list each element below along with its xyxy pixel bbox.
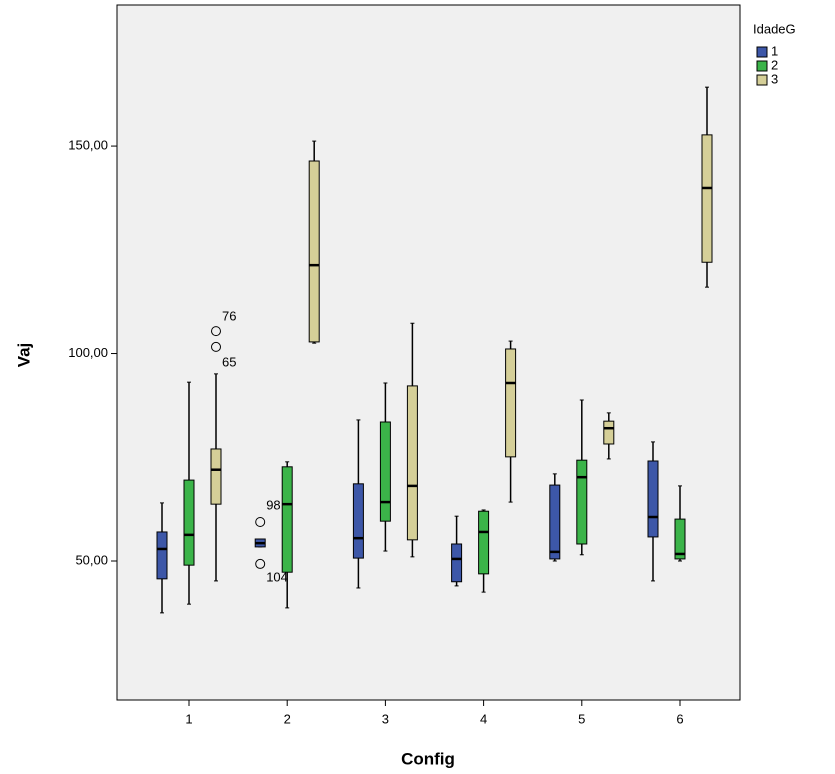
- box: [281, 466, 293, 573]
- box: [406, 385, 418, 541]
- y-tick-label: 150,00: [68, 138, 108, 153]
- box: [603, 420, 615, 445]
- y-tick-label: 50,00: [75, 552, 108, 567]
- x-tick-label: 2: [284, 711, 291, 726]
- box: [156, 531, 168, 580]
- box: [576, 459, 588, 545]
- box: [379, 421, 391, 522]
- plot-area: [116, 4, 741, 701]
- legend-label: 2: [771, 57, 778, 72]
- legend-swatch: [756, 60, 768, 72]
- legend-label: 3: [771, 71, 778, 86]
- legend-label: 1: [771, 43, 778, 58]
- box: [451, 543, 463, 583]
- box: [647, 460, 659, 538]
- y-axis-title: Vaj: [14, 343, 33, 368]
- outlier: [255, 558, 266, 569]
- box: [352, 483, 364, 559]
- box: [549, 484, 561, 560]
- box: [478, 510, 490, 575]
- outlier: [211, 326, 221, 337]
- outlier: [211, 341, 221, 352]
- outlier-label: 65: [222, 354, 236, 369]
- x-tick-label: 4: [480, 711, 487, 726]
- x-axis-title: Config: [401, 749, 455, 768]
- legend-swatch: [756, 46, 768, 58]
- box: [701, 134, 713, 263]
- legend-swatch: [756, 74, 768, 86]
- outlier: [255, 516, 266, 527]
- y-tick-label: 100,00: [68, 345, 108, 360]
- outlier-label: 76: [222, 309, 236, 324]
- box: [183, 479, 195, 566]
- x-tick-label: 1: [185, 711, 192, 726]
- box: [308, 160, 320, 343]
- x-tick-label: 3: [382, 711, 389, 726]
- box: [505, 348, 517, 458]
- outlier-label: 98: [266, 497, 280, 512]
- box: [210, 448, 222, 505]
- box: [674, 518, 686, 560]
- outlier-label: 104: [266, 569, 288, 584]
- legend-title: IdadeG: [753, 21, 796, 36]
- x-tick-label: 6: [676, 711, 683, 726]
- x-tick-label: 5: [578, 711, 585, 726]
